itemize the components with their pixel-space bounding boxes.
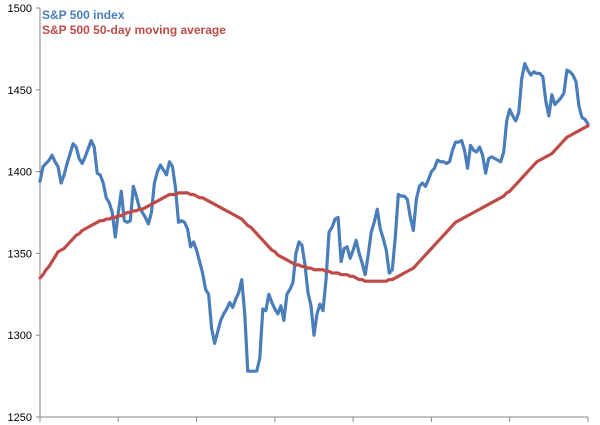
legend: S&P 500 index S&P 500 50-day moving aver… xyxy=(42,8,226,37)
series-layer xyxy=(38,62,590,373)
series-line-50-day-moving-average xyxy=(38,124,590,283)
series-line-sp500-index xyxy=(38,62,590,373)
y-tick-label: 1350 xyxy=(8,248,32,260)
y-tick-label: 1250 xyxy=(8,412,32,424)
y-tick-label: 1500 xyxy=(8,3,32,15)
x-ticks xyxy=(39,417,589,422)
y-tick-label: 1300 xyxy=(8,330,32,342)
y-tick-label: 1450 xyxy=(8,85,32,97)
legend-entry-sp500-index: S&P 500 index xyxy=(42,8,125,22)
y-ticks: 1250 1300 1350 1400 1450 1500 xyxy=(8,3,40,424)
y-tick-label: 1400 xyxy=(8,167,32,179)
legend-entry-50-day-moving-average: S&P 500 50-day moving average xyxy=(42,23,226,37)
